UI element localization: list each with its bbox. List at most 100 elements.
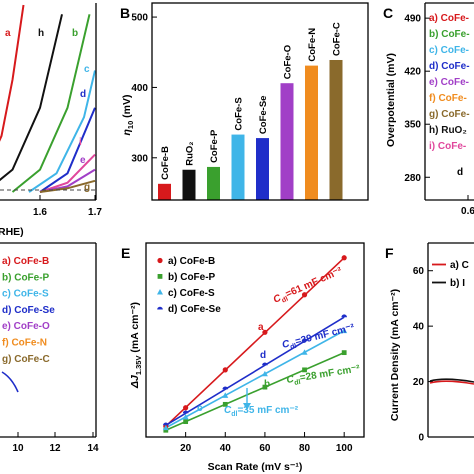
panel-a-curve-letter-e: e [80,155,86,166]
panel-c-legend-item-h: h) RuO₂ [429,125,467,136]
panel-a-curve-g [39,179,96,193]
panel-b-ytick-label-500: 500 [131,13,148,24]
panel-e-ylabel-sub: 1.35V [134,356,143,376]
panel-a-curve-letter-a: a [5,28,11,39]
panel-e-annotation-letter-c: c [197,403,203,414]
panel-e-points [162,255,348,433]
panel-c-legend-item-b: b) CoFe- [429,29,470,40]
panel-e-legend-marker-a [157,257,163,264]
panel-b-bar-label-3: CoFe-P [209,129,220,163]
panel-b-bar-label-4: CoFe-S [234,97,245,130]
panel-a-curve-letter-g: g [84,182,90,193]
panel-e-annotation-c: Cdl=35 mF cm⁻² [224,405,299,418]
panel-e-annotation-letter-a: a [258,322,264,333]
panel-d-xtick-label-12: 12 [49,443,61,454]
panel-c-ytick-label-350: 350 [404,120,421,131]
panel-a-xlabel: RHE) [0,226,24,238]
panel-d-legend-item-d: d) CoFe-Se [2,305,55,316]
panel-e-annotation-sub-d: dl [290,343,298,351]
panel-f-legend: a) C b) I [432,260,469,289]
panel-e-fit-lines [165,257,345,431]
panel-e-annotation-sub-a: dl [281,296,290,305]
panel-c-curve-marker: d [457,167,463,178]
panel-e-point-b-5 [302,367,307,373]
panel-e-fit-line-c [165,330,345,429]
panel-a-curve-a [0,4,25,142]
panel-f-ylabel: Current Density (mA cm⁻²) [389,289,401,421]
panel-e-xticks: 20 40 60 80 100 [180,432,353,454]
panel-e-frame [145,242,365,438]
panel-e-point-a-3 [222,367,228,373]
panel-c-legend-item-c: c) CoFe- [429,45,469,56]
panel-e-legend-marker-d [157,306,163,310]
panel-e-annotation-value-b: =28 mF cm⁻² [299,363,361,383]
panel-e-point-a-4 [262,329,268,335]
panel-e-point-d-6 [341,314,347,318]
panel-d-xtick-label-14: 14 [87,443,99,454]
panel-b-bar-label-6: CoFe-O [283,45,294,79]
panel-e-annotation-letter-d: d [260,350,266,361]
panel-e-annotation-c-a: C [272,292,284,305]
panel-b-bar-label-7: CoFe-N [307,28,318,62]
panel-f-curve-a [429,380,474,385]
panel-e-label: E [121,245,130,261]
panel-e-fit-line-d [165,316,345,426]
panel-e-point-a-5 [301,292,308,298]
panel-e-xtick-label-60: 60 [259,443,271,454]
panel-e-xtick-label-20: 20 [180,443,192,454]
panel-d-legend-item-e: e) CoFe-O [2,321,50,332]
panel-e-legend-item-b: b) CoFe-P [168,272,216,283]
panel-e-ylabel: ΔJ1.35V (mA cm⁻²) [129,302,143,389]
panel-a-curve-letter-i: i [79,137,82,148]
panel-e-legend-marker-b [157,274,163,279]
panel-a-curve-letter-b: b [72,28,78,39]
panel-d-legend: a) CoFe-B b) CoFe-P c) CoFe-S d) CoFe-Se e) … [2,256,55,365]
panel-c-yticks: 280 350 420 490 [404,14,430,184]
panel-b-ylabel-eta: η [121,129,133,135]
panel-e: E ΔJ1.35V (mA cm⁻²) 20 40 60 80 100 Scan Rat… [121,242,365,473]
panel-b-bar-4 [231,134,245,200]
panel-e-point-d-4 [262,362,268,366]
panel-b-bar-2 [182,169,196,200]
panel-d-xtick-label-10: 10 [12,443,24,454]
panel-d-legend-item-a: a) CoFe-B [2,256,49,267]
panel-e-legend-item-a: a) CoFe-B [168,256,215,267]
panel-e-point-d-5 [301,338,308,342]
panel-a-curve-letter-h: h [38,28,44,39]
panel-f-legend-item-2: b) I [450,278,465,289]
panel-a-curve-i [39,153,96,193]
panel-d-curve-d [1,371,19,393]
panel-e-fit-line-b [165,351,345,431]
panel-c-ylabel: Overpotential (mV) [385,53,397,147]
panel-c-legend-item-g: g) CoFe- [429,109,470,120]
panel-e-point-c-4 [261,370,268,377]
panel-e-annotation-d: Cdl=39 mF cm⁻² [281,322,357,353]
panel-b-frame [151,2,369,201]
panel-d-legend-item-b: b) CoFe-P [2,272,50,283]
panel-a-curve-letter-d: d [80,89,86,100]
panel-b-ytick-label-300: 300 [131,153,148,164]
panel-a: 1.6 1.7 RHE) a h b c d ie g [0,3,102,238]
panel-a-curve-h [0,14,63,182]
panel-b-bar-8 [329,59,343,200]
panel-c-legend-item-f: f) CoFe- [429,93,467,104]
panel-e-point-d-1 [163,422,169,426]
panel-e-xlabel: Scan Rate (mV s⁻¹) [208,461,303,473]
panel-f-curve-b [429,378,474,383]
panel-f-legend-item-1: a) C [450,260,469,271]
panel-e-point-a-2 [183,405,189,411]
panel-e-point-b-1 [163,427,169,433]
panel-b-bar-label-1: CoFe-B [160,146,171,180]
panel-c-xtick-label: 0.6 [461,206,474,217]
panel-a-curve-b [11,14,91,193]
panel-b-ytick-label-400: 400 [131,83,148,94]
panel-e-point-a-6 [341,255,347,261]
panel-e-xtick-label-80: 80 [299,443,311,454]
panel-e-point-d-2 [182,410,189,414]
panel-f-ytick-label-60: 60 [413,266,425,277]
panel-f-ytick-label-40: 40 [413,322,425,333]
panel-e-annotation-c-d: C [281,338,291,351]
panel-e-annotation-value-c: =35 mF cm⁻² [237,405,298,416]
panel-e-point-b-6 [341,350,347,356]
